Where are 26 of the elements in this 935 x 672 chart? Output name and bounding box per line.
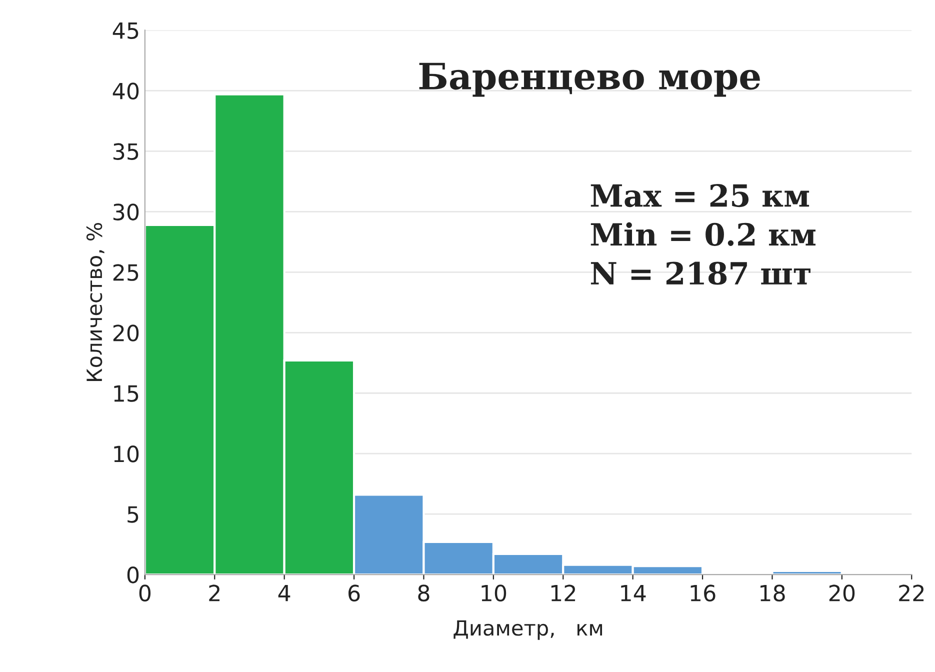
text: Баренцево море bbox=[419, 62, 760, 97]
annotation: Max = 25 км Min = 0.2 км N = 2187 шт bbox=[590, 184, 816, 285]
x-tick-label: 4 bbox=[278, 584, 290, 602]
y-tick-label: 0 bbox=[127, 566, 139, 584]
x-tick-label: 20 bbox=[829, 584, 855, 602]
y-tick-label: 25 bbox=[113, 264, 138, 281]
x-tick-label: 12 bbox=[551, 584, 576, 602]
y-tick-label: 20 bbox=[113, 324, 139, 342]
x-tick-label: 14 bbox=[621, 584, 646, 602]
y-tick-label: 45 bbox=[112, 22, 138, 39]
y-tick-label: 30 bbox=[113, 204, 139, 220]
y-tick-label: 15 bbox=[114, 385, 138, 402]
x-tick-label: 18 bbox=[760, 584, 785, 602]
x-tick-label: 2 bbox=[209, 584, 220, 602]
x-tick-label: 10 bbox=[482, 584, 506, 602]
x-tick-label: 0 bbox=[139, 584, 151, 602]
x-tick-label: 16 bbox=[690, 584, 716, 602]
x-tick-label: 8 bbox=[418, 584, 430, 602]
x-tick-label: 22 bbox=[899, 584, 924, 602]
x-tick-label: 6 bbox=[348, 584, 360, 602]
y-tick-label: 35 bbox=[113, 143, 138, 160]
y-tick-label: 5 bbox=[128, 506, 138, 523]
x-axis-title: Диаметр, км bbox=[454, 620, 602, 640]
y-tick-label: 10 bbox=[114, 446, 139, 462]
y-tick-label: 40 bbox=[112, 82, 139, 100]
y-axis-title: Количество, % bbox=[86, 222, 104, 381]
